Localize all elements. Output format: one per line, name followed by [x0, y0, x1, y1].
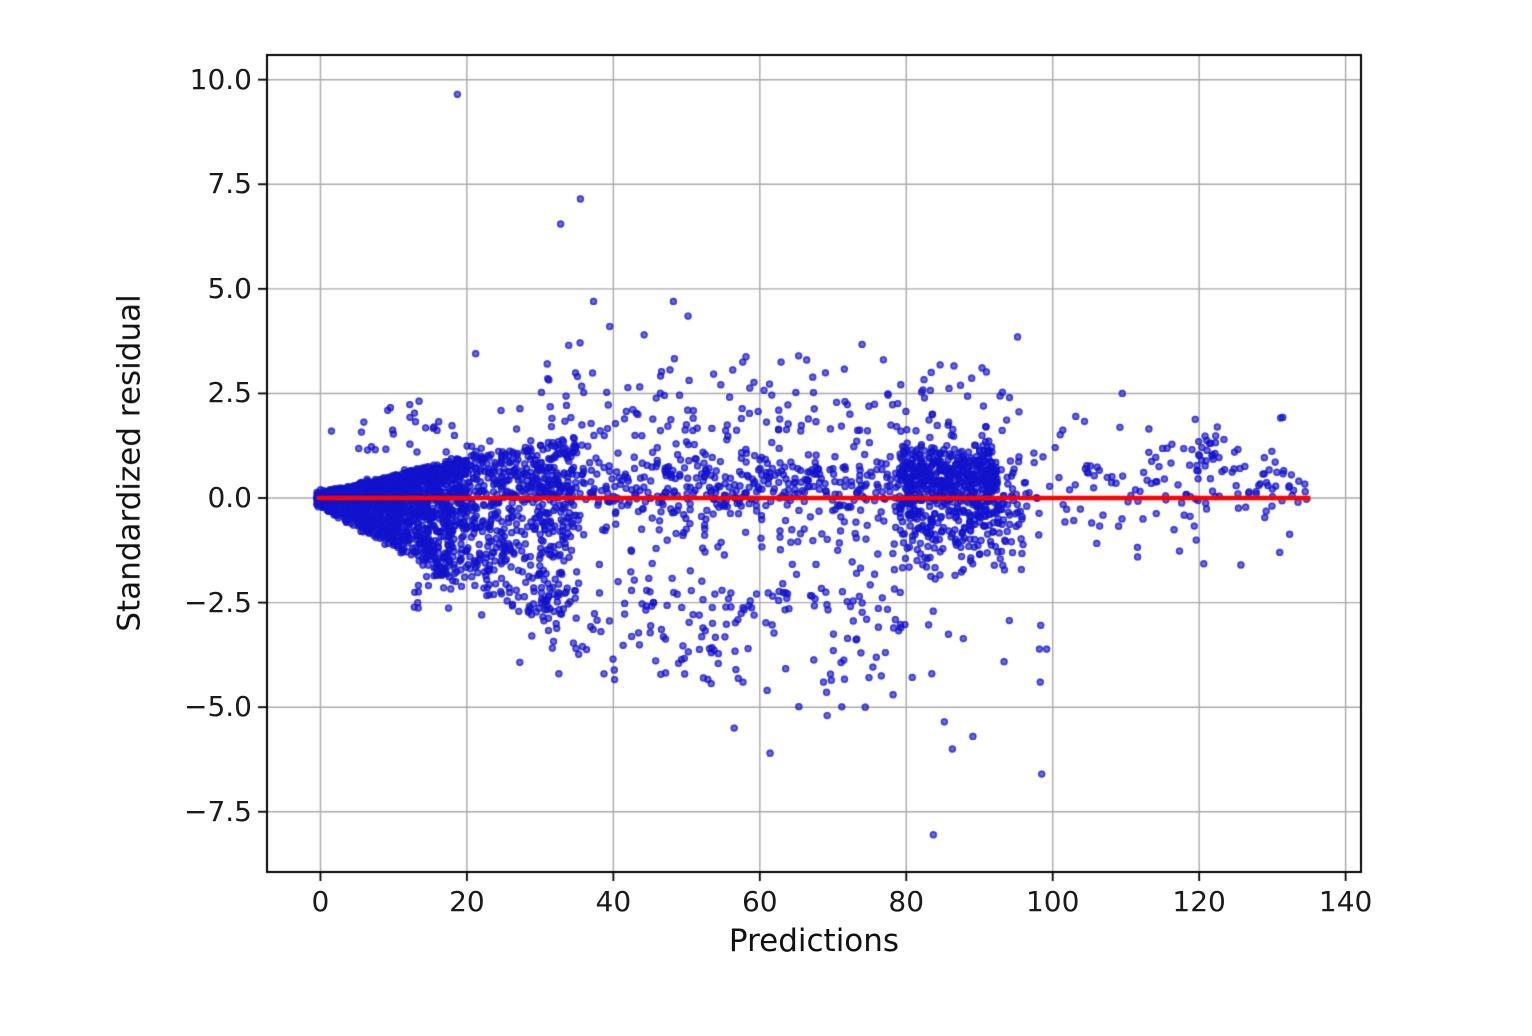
x-tick-label: 100 — [1025, 885, 1080, 918]
y-tick-label: 0.0 — [207, 481, 252, 514]
y-tick-label: −7.5 — [184, 794, 252, 828]
x-tick-label: 80 — [888, 885, 925, 918]
x-tick-label: 20 — [449, 885, 485, 918]
y-tick-label: 5.0 — [207, 271, 252, 305]
y-tick-label: 10.0 — [189, 62, 252, 96]
y-tick-label: −5.0 — [184, 690, 252, 724]
x-tick-label: 140 — [1318, 885, 1373, 918]
x-axis-label: Predictions — [728, 923, 900, 959]
y-axis-label: Standardized residual — [111, 294, 148, 632]
x-tick-label: 0 — [311, 885, 330, 918]
x-tick-label: 40 — [595, 885, 632, 918]
y-tick-label: −2.5 — [184, 585, 252, 619]
y-tick-label: 2.5 — [207, 376, 252, 410]
y-tick-label: 7.5 — [207, 167, 252, 201]
x-tick-label: 60 — [741, 885, 778, 918]
x-tick-label: 120 — [1172, 885, 1226, 918]
